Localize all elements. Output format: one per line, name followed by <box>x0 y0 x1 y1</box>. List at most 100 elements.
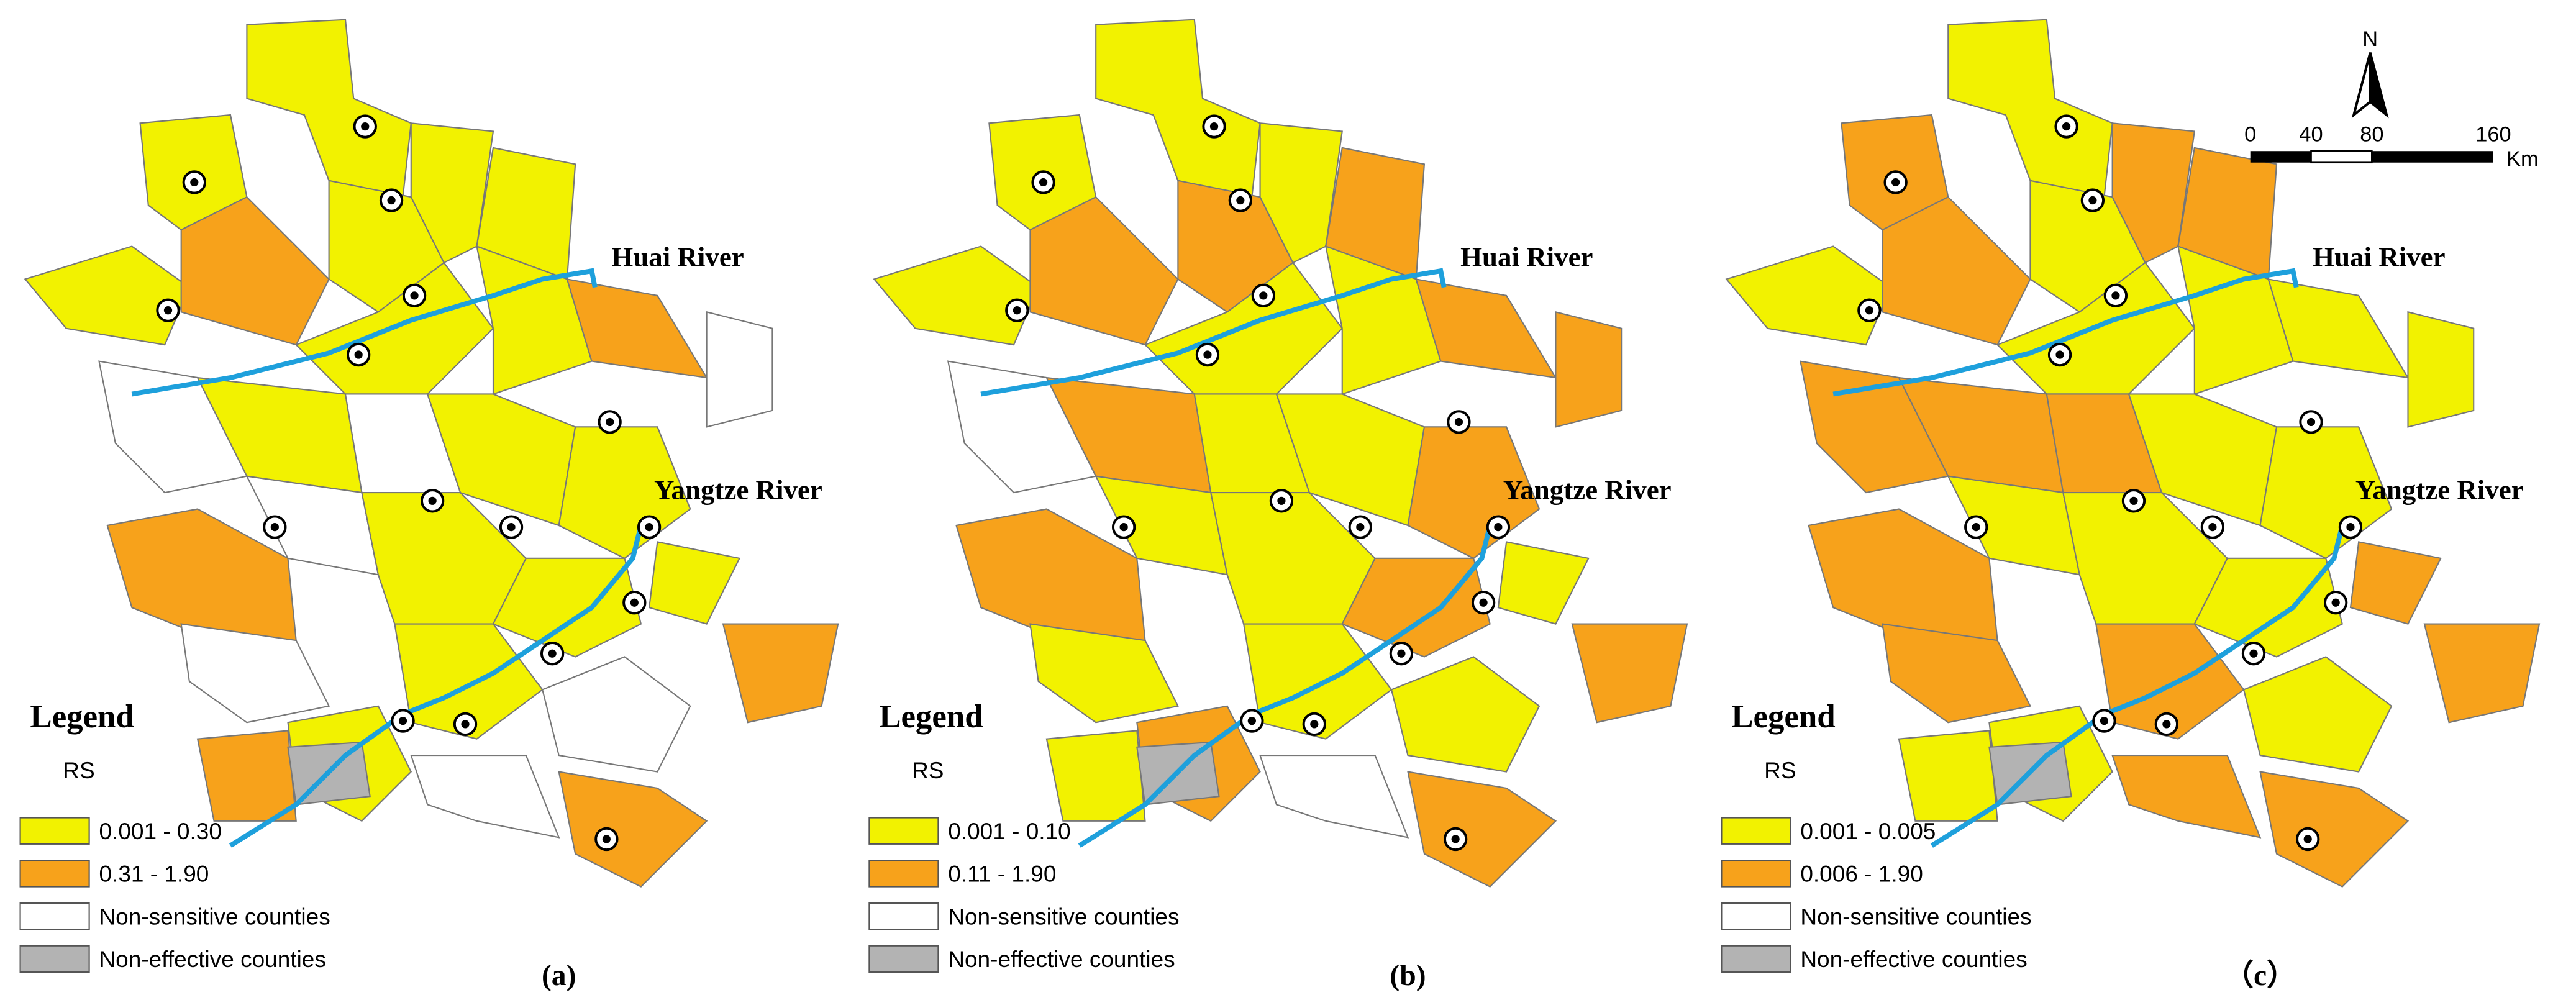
legend-title: Legend <box>879 699 983 735</box>
river-label: Yangtze River <box>654 475 822 506</box>
county <box>542 656 691 773</box>
panel-label: (a) <box>542 960 576 992</box>
city-marker-center <box>548 649 557 658</box>
county <box>1898 730 1998 822</box>
county <box>558 771 708 888</box>
city-marker-center <box>1356 523 1365 532</box>
city-marker-center <box>2129 496 2138 505</box>
county <box>1882 623 2032 724</box>
scale-bar-seg <box>2372 151 2493 163</box>
legend-swatch <box>19 860 90 888</box>
yangtze-river <box>1078 525 1493 848</box>
county <box>2349 541 2442 625</box>
legend-swatch <box>19 817 90 845</box>
city-marker-center <box>1209 122 1219 131</box>
city-marker-center <box>1039 178 1048 187</box>
city-marker-center <box>398 716 407 725</box>
legend-swatch <box>1721 860 1791 888</box>
map-panel: Huai River Yangtze River Legend RS 0.001 - 0… <box>1721 19 2541 992</box>
legend-subtitle: RS <box>1764 757 1796 783</box>
county <box>1555 311 1623 428</box>
legend-title: Legend <box>1731 699 1835 735</box>
river-label: Yangtze River <box>2355 475 2524 506</box>
county <box>361 492 527 625</box>
legend-subtitle: RS <box>63 757 94 783</box>
city-marker-center <box>630 598 639 607</box>
city-marker-center <box>461 720 470 729</box>
county <box>2423 623 2541 724</box>
city-marker-center <box>1013 306 1021 315</box>
city-marker-center <box>2111 291 2120 300</box>
scale-label: 160 <box>2475 122 2511 146</box>
county <box>1259 755 1409 839</box>
county <box>1497 541 1590 625</box>
north-label: N <box>2362 27 2378 51</box>
city-marker-center <box>1397 649 1406 658</box>
map-panel: Huai River Yangtze River Legend RS 0.001 - 0… <box>19 19 839 992</box>
city-marker-center <box>387 196 396 205</box>
city-marker-center <box>190 178 199 187</box>
county <box>2177 245 2294 395</box>
legend-title: Legend <box>30 699 134 735</box>
scale-bar-seg <box>2250 151 2311 163</box>
city-marker-center <box>163 306 173 315</box>
city-marker-center <box>1479 598 1488 607</box>
city-marker-center <box>507 523 516 532</box>
legend-subtitle: RS <box>912 757 944 783</box>
county <box>410 122 494 264</box>
city-marker-center <box>410 291 419 300</box>
city-marker-center <box>1494 523 1503 532</box>
county <box>873 245 1039 346</box>
city-marker-center <box>1277 496 1286 505</box>
legend-item: Non-sensitive counties <box>99 903 330 929</box>
legend-item: Non-effective counties <box>99 946 325 972</box>
county <box>476 245 593 395</box>
legend-item: 0.006 - 1.90 <box>1800 861 1923 887</box>
yangtze-river <box>229 525 644 848</box>
legend-swatch <box>19 945 90 973</box>
scale-unit: Km <box>2506 147 2539 171</box>
city-marker-center <box>606 417 614 427</box>
legend-item: 0.31 - 1.90 <box>99 861 209 887</box>
city-marker-center <box>1451 835 1460 843</box>
county <box>1209 492 1376 625</box>
city-marker-center <box>645 523 653 532</box>
city-marker-center <box>2100 716 2109 725</box>
legend-item: Non-effective counties <box>948 946 1175 972</box>
county <box>2111 755 2262 839</box>
legend-swatch <box>868 902 939 930</box>
panel-label: （c） <box>2224 959 2296 992</box>
county <box>1341 557 1491 658</box>
county <box>196 730 297 822</box>
map-panel: Huai River Yangtze River Legend RS 0.001 - 0… <box>868 19 1688 992</box>
city-marker-center <box>1247 716 1256 725</box>
huai-river <box>980 268 1447 397</box>
city-marker-center <box>354 350 363 359</box>
county <box>1725 245 1892 346</box>
city-marker-center <box>1891 178 1900 187</box>
city-marker-center <box>1259 291 1268 300</box>
county <box>2193 557 2343 658</box>
county <box>1045 730 1146 822</box>
county <box>1882 196 2031 346</box>
legend-swatch <box>19 902 90 930</box>
river-label: Yangtze River <box>1503 475 1672 506</box>
scale-label: 80 <box>2360 122 2383 146</box>
county <box>1324 245 1442 395</box>
yangtze-river <box>1930 525 2345 848</box>
huai-river <box>1832 268 2299 397</box>
city-marker-center <box>1119 523 1128 532</box>
city-marker-center <box>602 835 611 843</box>
river-label: Huai River <box>611 241 744 272</box>
river-label: Huai River <box>2313 241 2445 272</box>
scale-bar-seg <box>2310 150 2373 164</box>
city-marker-center <box>361 122 370 131</box>
county <box>2259 771 2410 888</box>
city-marker-center <box>2208 523 2217 532</box>
county <box>1259 122 1343 264</box>
legend-swatch <box>1721 945 1791 973</box>
city-marker-center <box>2055 350 2064 359</box>
legend-item: 0.001 - 0.30 <box>99 818 221 844</box>
